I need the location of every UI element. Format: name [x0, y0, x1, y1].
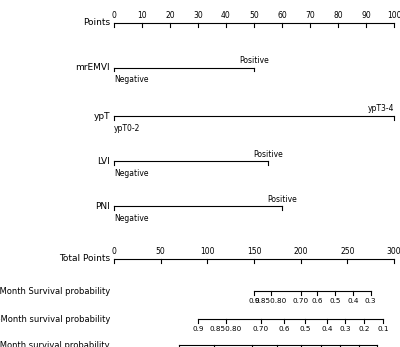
Text: 12-Month Survival probability: 12-Month Survival probability	[0, 287, 110, 296]
Text: 0.3: 0.3	[340, 326, 351, 332]
Text: 300: 300	[387, 247, 400, 256]
Text: 0.5: 0.5	[330, 298, 341, 304]
Text: Positive: Positive	[253, 150, 283, 159]
Text: 150: 150	[247, 247, 261, 256]
Text: PNI: PNI	[95, 202, 110, 211]
Text: 0.5: 0.5	[300, 326, 311, 332]
Text: 50: 50	[249, 11, 259, 20]
Text: 100: 100	[200, 247, 214, 256]
Text: 50: 50	[156, 247, 166, 256]
Text: Positive: Positive	[239, 56, 269, 65]
Text: 10: 10	[137, 11, 147, 20]
Text: 0.6: 0.6	[312, 298, 323, 304]
Text: 40: 40	[221, 11, 231, 20]
Text: 0.70: 0.70	[252, 326, 268, 332]
Text: 80: 80	[333, 11, 343, 20]
Text: Positive: Positive	[267, 195, 297, 204]
Text: 0.4: 0.4	[321, 326, 332, 332]
Text: LVI: LVI	[97, 157, 110, 166]
Text: Negative: Negative	[114, 75, 148, 84]
Text: Total Points: Total Points	[59, 254, 110, 263]
Text: 0.70: 0.70	[293, 298, 309, 304]
Text: 100: 100	[387, 11, 400, 20]
Text: ypT3-4: ypT3-4	[368, 104, 394, 113]
Text: ypT: ypT	[94, 112, 110, 121]
Text: Negative: Negative	[114, 169, 148, 178]
Text: 90: 90	[361, 11, 371, 20]
Text: 24-Month survival probability: 24-Month survival probability	[0, 315, 110, 324]
Text: mrEMVI: mrEMVI	[75, 63, 110, 72]
Text: 0.2: 0.2	[358, 326, 370, 332]
Text: ypT0-2: ypT0-2	[114, 124, 140, 133]
Text: 200: 200	[294, 247, 308, 256]
Text: 60: 60	[277, 11, 287, 20]
Text: 0.850.80: 0.850.80	[255, 298, 287, 304]
Text: 30: 30	[193, 11, 203, 20]
Text: 0.9: 0.9	[248, 298, 260, 304]
Text: 20: 20	[165, 11, 175, 20]
Text: Points: Points	[83, 18, 110, 27]
Text: 70: 70	[305, 11, 315, 20]
Text: 0.1: 0.1	[377, 326, 388, 332]
Text: 36-Month survival probability: 36-Month survival probability	[0, 341, 110, 347]
Text: 0: 0	[112, 247, 116, 256]
Text: 0.6: 0.6	[278, 326, 290, 332]
Text: 0.850.80: 0.850.80	[210, 326, 242, 332]
Text: 0.4: 0.4	[347, 298, 359, 304]
Text: 0.3: 0.3	[365, 298, 376, 304]
Text: 0.9: 0.9	[192, 326, 204, 332]
Text: Negative: Negative	[114, 214, 148, 223]
Text: 250: 250	[340, 247, 354, 256]
Text: 0: 0	[112, 11, 116, 20]
